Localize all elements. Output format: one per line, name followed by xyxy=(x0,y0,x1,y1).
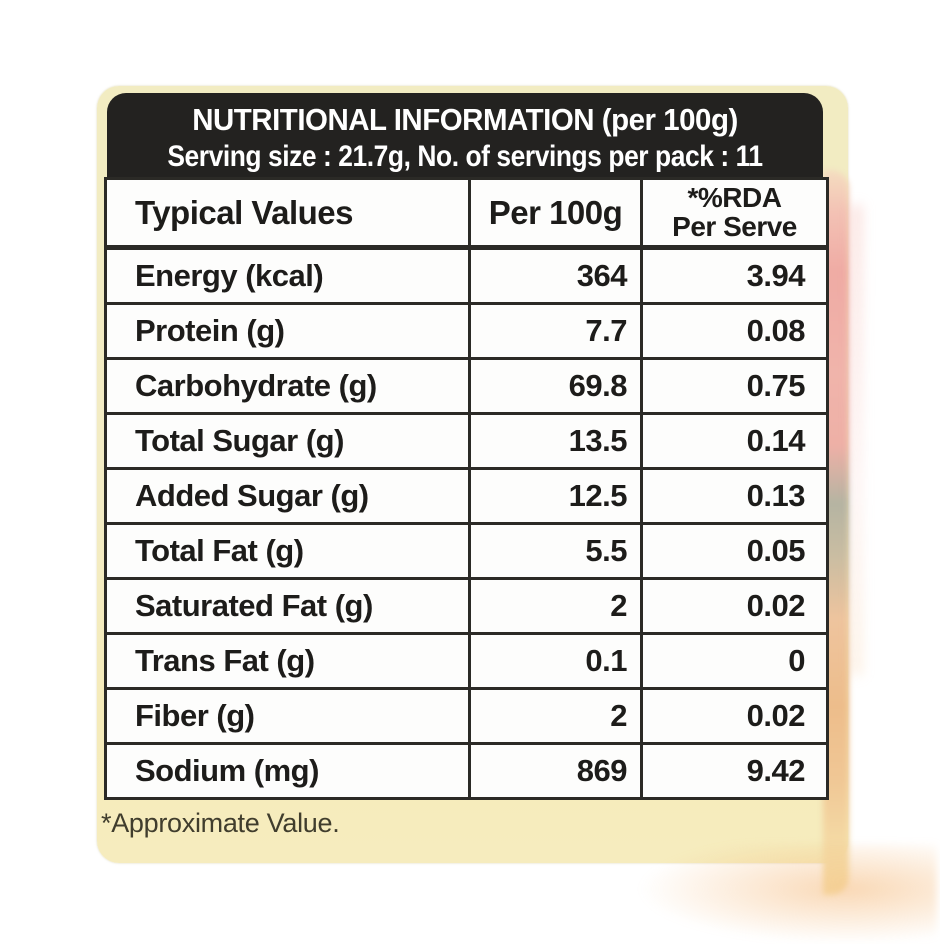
serving-size-line: Serving size : 21.7g, No. of servings pe… xyxy=(167,140,763,173)
value-per-100g: 13.5 xyxy=(468,412,643,470)
value-rda-per-serve: 0.14 xyxy=(640,412,829,470)
value-per-100g: 12.5 xyxy=(468,467,643,525)
value-per-100g: 869 xyxy=(468,742,643,800)
row-label: Total Sugar (g) xyxy=(104,412,471,470)
value-rda-per-serve: 0.75 xyxy=(640,357,829,415)
column-header-typical-values: Typical Values xyxy=(104,177,471,250)
row-label: Total Fat (g) xyxy=(104,522,471,580)
table-row: Total Sugar (g) 13.5 0.14 xyxy=(104,412,829,470)
label-header: NUTRITIONAL INFORMATION (per 100g) Servi… xyxy=(107,93,823,177)
footnote: *Approximate Value. xyxy=(101,808,340,838)
nutrition-table: Typical Values Per 100g *%RDA Per Serve … xyxy=(104,177,829,800)
table-row: Protein (g) 7.7 0.08 xyxy=(104,302,829,360)
table-row: Carbohydrate (g) 69.8 0.75 xyxy=(104,357,829,415)
value-per-100g: 2 xyxy=(468,687,643,745)
photo-glow xyxy=(637,844,937,944)
rda-header-line2: Per Serve xyxy=(672,211,797,242)
row-label: Energy (kcal) xyxy=(104,246,471,305)
value-rda-per-serve: 0.08 xyxy=(640,302,829,360)
header-row: Typical Values Per 100g *%RDA Per Serve xyxy=(104,177,829,250)
value-rda-per-serve: 9.42 xyxy=(640,742,829,800)
table-row: Trans Fat (g) 0.1 0 xyxy=(104,632,829,690)
nutrition-table-header: Typical Values Per 100g *%RDA Per Serve xyxy=(104,177,829,250)
row-label: Protein (g) xyxy=(104,302,471,360)
value-rda-per-serve: 0 xyxy=(640,632,829,690)
value-rda-per-serve: 0.02 xyxy=(640,577,829,635)
row-label: Sodium (mg) xyxy=(104,742,471,800)
nutrition-table-body: Energy (kcal) 364 3.94 Protein (g) 7.7 0… xyxy=(104,246,829,800)
value-rda-per-serve: 0.13 xyxy=(640,467,829,525)
nutrition-table-wrap: Typical Values Per 100g *%RDA Per Serve … xyxy=(104,177,829,800)
value-rda-per-serve: 0.05 xyxy=(640,522,829,580)
photo-echo-strip xyxy=(851,205,862,675)
value-per-100g: 0.1 xyxy=(468,632,643,690)
value-rda-per-serve: 3.94 xyxy=(640,246,829,305)
table-row: Sodium (mg) 869 9.42 xyxy=(104,742,829,800)
value-per-100g: 2 xyxy=(468,577,643,635)
row-label: Carbohydrate (g) xyxy=(104,357,471,415)
table-row: Total Fat (g) 5.5 0.05 xyxy=(104,522,829,580)
nutrition-panel: NUTRITIONAL INFORMATION (per 100g) Servi… xyxy=(97,86,937,944)
value-per-100g: 364 xyxy=(468,246,643,305)
value-per-100g: 69.8 xyxy=(468,357,643,415)
value-per-100g: 5.5 xyxy=(468,522,643,580)
column-header-per-100g: Per 100g xyxy=(468,177,643,250)
column-header-rda-per-serve: *%RDA Per Serve xyxy=(640,177,829,250)
table-row: Energy (kcal) 364 3.94 xyxy=(104,246,829,305)
row-label: Trans Fat (g) xyxy=(104,632,471,690)
label-title: NUTRITIONAL INFORMATION (per 100g) xyxy=(192,102,738,137)
table-row: Saturated Fat (g) 2 0.02 xyxy=(104,577,829,635)
row-label: Saturated Fat (g) xyxy=(104,577,471,635)
value-per-100g: 7.7 xyxy=(468,302,643,360)
row-label: Added Sugar (g) xyxy=(104,467,471,525)
value-rda-per-serve: 0.02 xyxy=(640,687,829,745)
table-row: Added Sugar (g) 12.5 0.13 xyxy=(104,467,829,525)
row-label: Fiber (g) xyxy=(104,687,471,745)
table-row: Fiber (g) 2 0.02 xyxy=(104,687,829,745)
rda-header-line1: *%RDA xyxy=(687,182,782,214)
